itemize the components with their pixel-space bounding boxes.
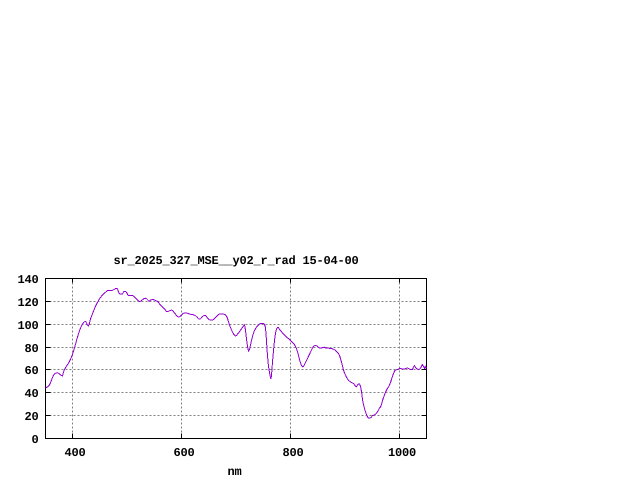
svg-text:0: 0 <box>31 433 38 447</box>
svg-text:sr_2025_327_MSE__y02_r_rad 15-: sr_2025_327_MSE__y02_r_rad 15-04-00 <box>113 254 358 268</box>
svg-text:600: 600 <box>173 446 194 460</box>
svg-text:1000: 1000 <box>388 446 416 460</box>
svg-text:100: 100 <box>17 319 38 333</box>
svg-text:20: 20 <box>24 410 38 424</box>
svg-text:60: 60 <box>24 364 38 378</box>
svg-text:nm: nm <box>227 465 241 479</box>
svg-text:140: 140 <box>17 273 38 287</box>
svg-text:800: 800 <box>282 446 303 460</box>
svg-text:80: 80 <box>24 342 38 356</box>
svg-text:400: 400 <box>64 446 85 460</box>
svg-text:120: 120 <box>17 296 38 310</box>
svg-text:40: 40 <box>24 387 38 401</box>
